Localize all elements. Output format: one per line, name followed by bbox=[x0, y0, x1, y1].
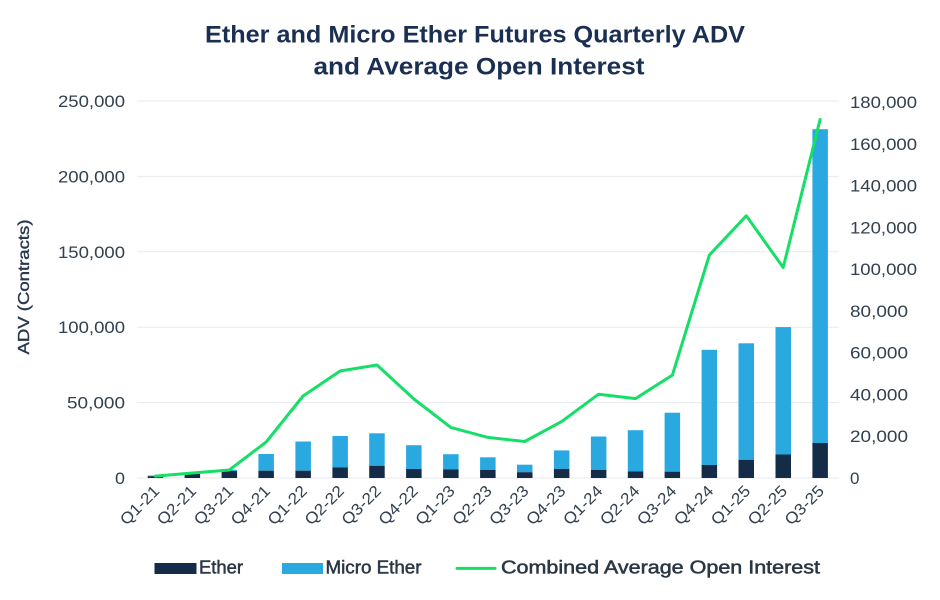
svg-text:Micro Ether: Micro Ether bbox=[326, 558, 422, 578]
svg-text:80,000: 80,000 bbox=[850, 302, 908, 321]
svg-text:160,000: 160,000 bbox=[850, 135, 917, 154]
svg-text:200,000: 200,000 bbox=[58, 167, 125, 186]
svg-text:40,000: 40,000 bbox=[850, 385, 908, 404]
svg-text:0: 0 bbox=[850, 469, 859, 488]
svg-text:50,000: 50,000 bbox=[67, 394, 125, 413]
svg-text:Ether and Micro Ether Futures: Ether and Micro Ether Futures Quarterly … bbox=[205, 22, 745, 49]
svg-text:60,000: 60,000 bbox=[850, 344, 908, 363]
svg-text:0: 0 bbox=[115, 469, 125, 488]
svg-text:180,000: 180,000 bbox=[850, 93, 917, 112]
svg-text:100,000: 100,000 bbox=[58, 318, 125, 337]
svg-text:100,000: 100,000 bbox=[850, 260, 917, 279]
svg-text:20,000: 20,000 bbox=[850, 427, 908, 446]
svg-text:and Average Open Interest: and Average Open Interest bbox=[314, 54, 645, 81]
svg-text:120,000: 120,000 bbox=[850, 218, 917, 237]
svg-text:250,000: 250,000 bbox=[58, 92, 125, 111]
svg-text:140,000: 140,000 bbox=[850, 177, 917, 196]
svg-text:ADV (Contracts): ADV (Contracts) bbox=[16, 220, 33, 355]
svg-text:Combined Average Open Interest: Combined Average Open Interest bbox=[501, 558, 820, 578]
svg-text:Ether: Ether bbox=[199, 558, 243, 578]
svg-text:150,000: 150,000 bbox=[58, 243, 125, 262]
